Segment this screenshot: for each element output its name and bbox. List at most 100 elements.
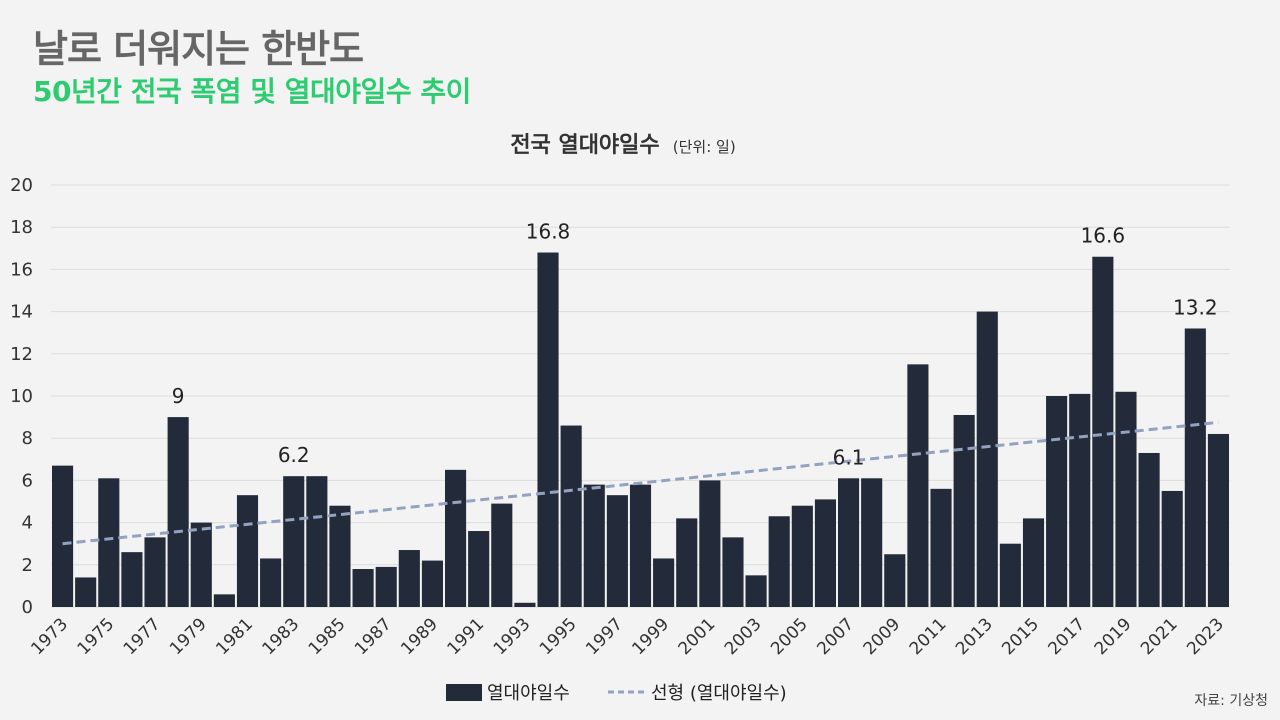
x-tick-label: 1995 [536, 614, 581, 659]
grid-lines [51, 184, 1230, 608]
y-tick-label: 8 [22, 428, 33, 449]
bar-1988 [398, 550, 420, 607]
bar-1982 [260, 558, 282, 607]
x-tick-label: 1975 [74, 614, 119, 659]
bar-2019 [1115, 391, 1137, 607]
bar-1976 [121, 552, 143, 607]
bar-1983 [283, 476, 305, 607]
trendline-line [62, 420, 1219, 546]
bar-2005 [791, 505, 813, 607]
bar-2004 [768, 516, 790, 607]
data-label-2022: 13.2 [1173, 295, 1218, 319]
legend-trend-label: 선형 (열대야일수) [651, 683, 787, 704]
chart-title: 전국 열대야일수 (단위: 일) [510, 133, 735, 158]
bar-1978 [167, 417, 189, 607]
bar-2020 [1138, 452, 1160, 607]
bar-1991 [468, 531, 490, 607]
bar-1979 [190, 522, 212, 607]
x-tick-label: 2013 [952, 614, 997, 659]
bar-1977 [144, 537, 166, 607]
bar-2007 [838, 478, 860, 607]
legend-bar-swatch [446, 684, 482, 701]
bar-2002 [722, 537, 744, 607]
bar-1996 [583, 484, 605, 607]
x-tick-label: 1981 [212, 614, 257, 659]
bar-1997 [606, 495, 628, 607]
bar-1987 [375, 566, 397, 607]
bar-2013 [976, 311, 998, 607]
y-tick-label: 2 [22, 555, 33, 576]
bar-2006 [814, 499, 836, 607]
x-tick-label: 2007 [813, 614, 858, 659]
x-tick-label: 1989 [397, 614, 442, 659]
legend: 열대야일수 선형 (열대야일수) [446, 683, 787, 704]
bar-1980 [213, 594, 235, 607]
chart-title-text: 전국 열대야일수 [510, 133, 659, 158]
bar-1993 [514, 602, 536, 607]
y-tick-label: 0 [22, 597, 33, 618]
y-tick-label: 14 [10, 302, 33, 323]
trendline [62, 420, 1219, 546]
x-tick-label: 2017 [1045, 614, 1090, 659]
bar-1992 [491, 503, 513, 607]
bar-1999 [653, 558, 675, 607]
x-tick-label: 1983 [259, 614, 304, 659]
bar-2015 [1022, 518, 1045, 607]
bar-1981 [236, 495, 259, 607]
bar-2012 [953, 414, 975, 607]
x-axis: 1973 1975 1977 1979 1981 1983 1985 1987 1989 1991… [27, 614, 1228, 659]
y-axis: 0 2 4 6 8 10 12 14 16 18 20 [10, 175, 33, 618]
x-tick-label: 1991 [443, 614, 488, 659]
bar-2022 [1184, 328, 1206, 607]
subheadline: 50년간 전국 폭염 및 열대야일수 추이 [33, 75, 471, 108]
y-tick-label: 10 [10, 386, 33, 407]
legend-bar-label: 열대야일수 [487, 683, 570, 704]
x-tick-label: 2015 [998, 614, 1043, 659]
y-tick-label: 12 [10, 344, 33, 365]
y-tick-label: 4 [22, 513, 33, 534]
y-tick-label: 20 [10, 175, 33, 196]
x-tick-label: 2005 [767, 614, 812, 659]
x-tick-label: 1987 [351, 614, 396, 659]
data-label-2007: 6.1 [833, 445, 865, 469]
bar-2011 [930, 488, 952, 607]
x-tick-label: 2021 [1137, 614, 1182, 659]
bar-1975 [98, 478, 120, 607]
data-label-1994: 16.8 [526, 220, 571, 244]
bar-1984 [306, 476, 328, 607]
bar-2016 [1046, 396, 1068, 607]
bar-1989 [421, 560, 443, 607]
y-tick-label: 18 [10, 217, 33, 238]
bar-2001 [699, 480, 721, 607]
chart-unit-label: (단위: 일) [673, 138, 736, 156]
x-tick-label: 1993 [490, 614, 535, 659]
x-tick-label: 1973 [27, 614, 72, 659]
bar-1995 [560, 425, 582, 607]
y-tick-label: 16 [10, 259, 33, 280]
bar-2009 [884, 554, 906, 607]
x-tick-label: 2023 [1183, 614, 1228, 659]
x-tick-label: 2001 [675, 614, 720, 659]
bar-2010 [907, 364, 929, 607]
x-tick-label: 1997 [582, 614, 627, 659]
bar-2003 [745, 575, 767, 607]
bar-1974 [75, 577, 97, 607]
x-tick-label: 2019 [1091, 614, 1136, 659]
data-labels: 9 6.2 16.8 6.1 16.6 13.2 [172, 220, 1218, 470]
bar-2000 [676, 518, 698, 607]
x-tick-label: 1999 [628, 614, 673, 659]
bar-1973 [52, 465, 74, 607]
bar-2008 [861, 478, 883, 607]
data-label-2018: 16.6 [1081, 224, 1126, 248]
bar-2023 [1207, 433, 1229, 607]
headline: 날로 더워지는 한반도 [33, 27, 364, 71]
x-tick-label: 1985 [305, 614, 350, 659]
bars [52, 252, 1229, 607]
bar-2014 [999, 543, 1021, 607]
x-tick-label: 2009 [860, 614, 905, 659]
x-tick-label: 2011 [906, 614, 951, 659]
data-label-1978: 9 [172, 384, 185, 408]
y-tick-label: 6 [22, 470, 33, 491]
data-label-1983: 6.2 [278, 443, 310, 467]
